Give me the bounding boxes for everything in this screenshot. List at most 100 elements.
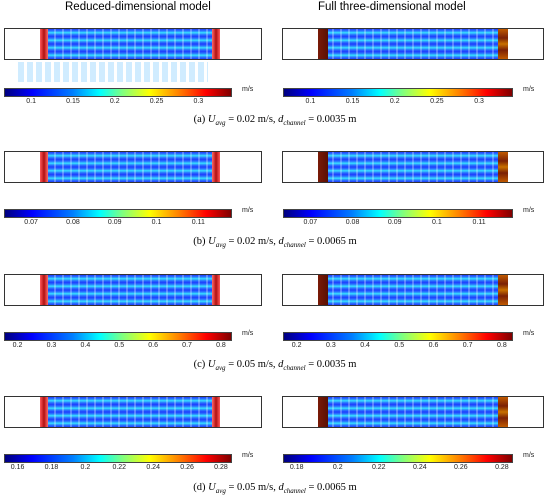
outlet-manifold: [498, 29, 508, 59]
colorbar-right-2: [283, 332, 513, 341]
colorbar-tick-label: 0.3: [46, 342, 57, 349]
colorbar-tick-label: 0.16: [10, 464, 25, 471]
colorbar-tick-label: 0.15: [345, 98, 360, 105]
colorbar-tick-label: 0.4: [80, 342, 91, 349]
outlet-manifold: [212, 397, 220, 427]
inlet-manifold: [40, 397, 48, 427]
colorbar-left-2: [4, 332, 232, 341]
colorbar-unit: m/s: [242, 330, 254, 337]
d-value: = 0.0065 m: [305, 482, 357, 493]
inlet-manifold: [318, 29, 328, 59]
colorbar-tick-label: 0.24: [412, 464, 427, 471]
d-value: = 0.0065 m: [305, 236, 357, 247]
left-column-title: Reduced-dimensional model: [65, 1, 211, 13]
plot-left-1: [4, 151, 262, 183]
colorbar-tick-label: 0.1: [26, 98, 36, 105]
colorbar-tick-label: 0.7: [462, 342, 473, 349]
colorbar-tick-label: 0.15: [66, 98, 80, 105]
colorbar-tick-label: 0.25: [149, 98, 164, 105]
colorbar-tick-label: 0.18: [289, 464, 304, 471]
caption-label: (a): [193, 114, 208, 125]
inlet-manifold: [40, 275, 48, 305]
u-value: = 0.05 m/s,: [225, 359, 279, 370]
colorbar-tick-label: 0.3: [193, 98, 204, 105]
caption-0: (a) Uavg = 0.02 m/s, dchannel = 0.0035 m: [0, 114, 550, 127]
colorbar-tick-label: 0.2: [12, 342, 23, 349]
d-subscript: channel: [283, 487, 306, 496]
colorbar-tick-label: 0.08: [66, 219, 80, 226]
u-subscript: avg: [215, 487, 226, 496]
colorbar-tick-label: 0.5: [114, 342, 125, 349]
plot-left-0: [4, 28, 262, 60]
d-symbol: d: [278, 359, 284, 370]
colorbar-unit: m/s: [242, 452, 254, 459]
outlet-manifold: [498, 397, 508, 427]
u-symbol: U: [208, 236, 216, 247]
velocity-field: [40, 275, 220, 305]
colorbar-tick-label: 0.11: [191, 219, 205, 226]
colorbar-tick-label: 0.09: [107, 219, 122, 226]
colorbar-tick-label: 0.24: [146, 464, 160, 471]
plot-right-1: [282, 151, 544, 183]
colorbar-tick-label: 0.22: [112, 464, 127, 471]
d-value: = 0.0035 m: [305, 114, 357, 125]
u-symbol: U: [207, 114, 216, 125]
colorbar-unit: m/s: [523, 452, 535, 459]
colorbar-right-3: [283, 454, 513, 463]
inlet-manifold: [318, 275, 328, 305]
colorbar-tick-label: 0.22: [371, 464, 386, 471]
u-symbol: U: [208, 482, 216, 493]
colorbar-tick-label: 0.1: [432, 219, 442, 226]
colorbar-tick-label: 0.7: [182, 342, 192, 349]
colorbar-tick-label: 0.6: [148, 342, 159, 349]
colorbar-tick-label: 0.8: [216, 342, 226, 349]
colorbar-tick-label: 0.28: [495, 464, 509, 471]
plot-right-2: [282, 274, 544, 306]
colorbar-tick-label: 0.25: [430, 98, 444, 105]
caption-3: (d) Uavg = 0.05 m/s, dchannel = 0.0065 m: [0, 482, 550, 495]
inlet-manifold: [40, 152, 48, 182]
plot-left-3: [4, 396, 262, 428]
colorbar-tick-label: 0.2: [80, 464, 91, 471]
colorbar-tick-label: 0.6: [428, 342, 439, 349]
u-subscript: avg: [215, 241, 226, 250]
colorbar-tick-label: 0.2: [389, 98, 400, 105]
outlet-manifold: [212, 152, 220, 182]
colorbar-right-0: [283, 88, 513, 97]
colorbar-tick-label: 0.3: [474, 98, 484, 105]
u-value: = 0.05 m/s,: [225, 482, 279, 493]
d-symbol: d: [278, 236, 284, 247]
colorbar-unit: m/s: [523, 86, 535, 93]
colorbar-unit: m/s: [523, 330, 535, 337]
caption-2: (c) Uavg = 0.05 m/s, dchannel = 0.0035 m: [0, 359, 550, 372]
caption-label: (d): [193, 482, 209, 493]
colorbar-tick-label: 0.2: [291, 342, 302, 349]
velocity-field: [40, 397, 220, 427]
colorbar-tick-label: 0.3: [326, 342, 336, 349]
outlet-manifold: [212, 275, 220, 305]
velocity-field: [318, 275, 508, 305]
velocity-field: [318, 152, 508, 182]
colorbar-tick-label: 0.07: [303, 219, 318, 226]
d-value: = 0.0035 m: [305, 359, 357, 370]
colorbar-tick-label: 0.09: [387, 219, 402, 226]
inlet-manifold: [318, 152, 328, 182]
colorbar-tick-label: 0.4: [360, 342, 370, 349]
colorbar-unit: m/s: [242, 86, 254, 93]
plot-left-2: [4, 274, 262, 306]
colorbar-tick-label: 0.26: [454, 464, 468, 471]
plot-right-0: [282, 28, 544, 60]
colorbar-tick-label: 0.28: [214, 464, 228, 471]
colorbar-tick-label: 0.08: [345, 219, 360, 226]
u-symbol: U: [207, 359, 216, 370]
colorbar-left-0: [4, 88, 232, 97]
d-subscript: channel: [283, 241, 306, 250]
inlet-manifold: [318, 397, 328, 427]
u-subscript: avg: [215, 364, 226, 373]
outlet-manifold: [498, 152, 508, 182]
colorbar-unit: m/s: [523, 207, 535, 214]
colorbar-tick-label: 0.2: [109, 98, 120, 105]
d-subscript: channel: [283, 119, 306, 128]
colorbar-tick-label: 0.2: [332, 464, 343, 471]
caption-label: (c): [193, 359, 208, 370]
